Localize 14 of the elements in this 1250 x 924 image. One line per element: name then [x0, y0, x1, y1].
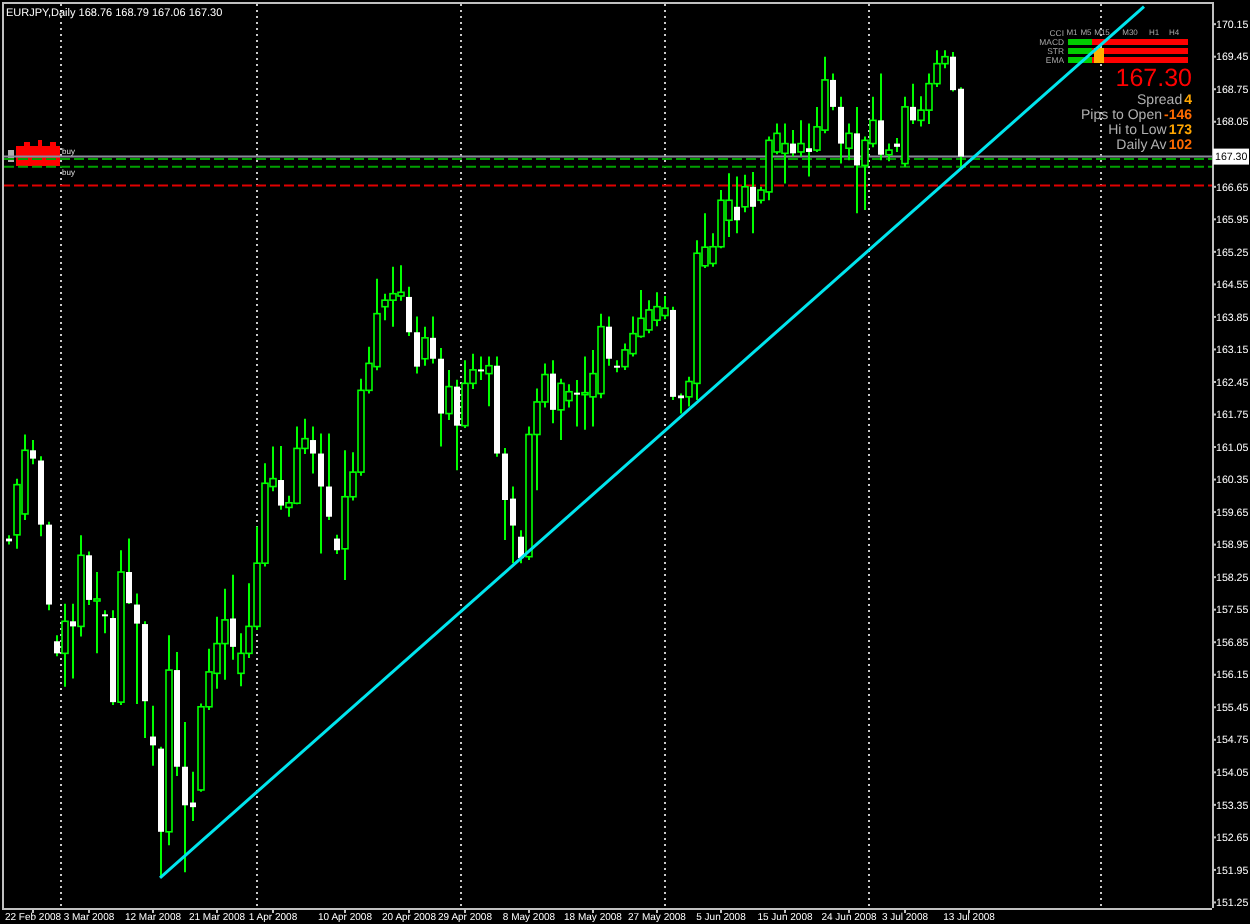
- candlestick: [61, 602, 69, 688]
- candlestick: [581, 355, 589, 431]
- candlestick: [182, 721, 188, 874]
- annotation: 167.30: [1115, 64, 1193, 92]
- candlestick: [389, 265, 397, 328]
- candlestick: [102, 609, 108, 635]
- candlestick: [221, 587, 229, 681]
- candlestick: [134, 592, 140, 705]
- candlestick: [318, 432, 324, 555]
- candlestick: [326, 432, 332, 521]
- candlestick: [150, 704, 156, 767]
- candlestick: [653, 291, 661, 328]
- candlestick: [781, 122, 789, 185]
- candlestick: [502, 446, 508, 541]
